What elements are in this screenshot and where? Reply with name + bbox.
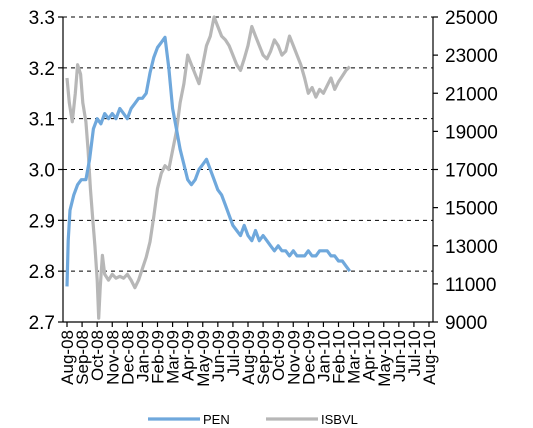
right-tick-label: 11000	[445, 275, 496, 296]
x-tick-label: Aug-08	[58, 330, 77, 385]
legend-label-isbvl: ISBVL	[321, 412, 358, 427]
left-tick-label: 3.0	[29, 161, 55, 182]
x-tick-label: Feb-09	[149, 330, 168, 384]
x-tick-label: Mar-09	[164, 330, 183, 384]
x-tick-label: Oct-08	[88, 330, 107, 381]
right-tick-label: 23000	[445, 46, 498, 67]
right-tick-label: 19000	[445, 122, 498, 143]
left-tick-label: 2.7	[29, 313, 55, 334]
x-tick-label: Jun-09	[209, 330, 228, 382]
left-tick-label: 3.1	[29, 110, 55, 131]
legend: PEN ISBVL	[148, 412, 358, 427]
series-line-isbvl	[65, 15, 351, 320]
x-tick-label: Apr-09	[179, 330, 198, 381]
series-layer	[65, 15, 352, 320]
x-tick-label: Jan-10	[314, 330, 333, 382]
gridlines	[63, 16, 433, 272]
left-y-axis-ticks: 2.7 2.8 2.9 3.0 3.1 3.2 3.3	[29, 8, 63, 334]
right-y-axis-ticks: 9000 11000 13000 15000 17000 19000 21000 23000 2…	[433, 8, 498, 334]
right-tick-label: 9000	[445, 313, 487, 334]
left-tick-label: 2.9	[29, 211, 55, 232]
x-tick-label: Dec-09	[299, 330, 318, 385]
right-tick-label: 17000	[445, 161, 498, 182]
x-tick-label: Nov-08	[103, 330, 122, 385]
series-line-pen	[65, 35, 352, 287]
x-tick-label: Nov-09	[284, 330, 303, 385]
x-tick-label: Sep-09	[254, 330, 273, 385]
right-tick-label: 15000	[445, 199, 498, 220]
x-tick-label: Mar-10	[345, 330, 364, 384]
legend-label-pen: PEN	[203, 412, 230, 427]
x-tick-label: Jul-10	[405, 330, 424, 376]
x-axis-ticks: Aug-08Sep-08Oct-08Nov-08Dec-08Jan-09Feb-…	[58, 322, 439, 387]
right-tick-label: 21000	[445, 84, 498, 105]
x-tick-label: Oct-09	[269, 330, 288, 381]
right-tick-label: 13000	[445, 237, 498, 258]
left-tick-label: 2.8	[29, 262, 55, 283]
x-tick-label: Apr-10	[360, 330, 379, 381]
x-tick-label: Aug-09	[239, 330, 258, 385]
x-tick-label: Dec-08	[118, 330, 137, 385]
left-tick-label: 3.3	[29, 8, 55, 29]
x-tick-label: Jan-09	[133, 330, 152, 382]
x-tick-label: May-09	[194, 330, 213, 387]
x-tick-label: Aug-10	[420, 330, 439, 385]
right-tick-label: 25000	[445, 8, 498, 29]
x-tick-label: Jul-09	[224, 330, 243, 376]
left-tick-label: 3.2	[29, 59, 55, 80]
x-tick-label: Sep-08	[73, 330, 92, 385]
x-tick-label: Feb-10	[330, 330, 349, 384]
x-tick-label: May-10	[375, 330, 394, 387]
x-tick-label: Jun-10	[390, 330, 409, 382]
